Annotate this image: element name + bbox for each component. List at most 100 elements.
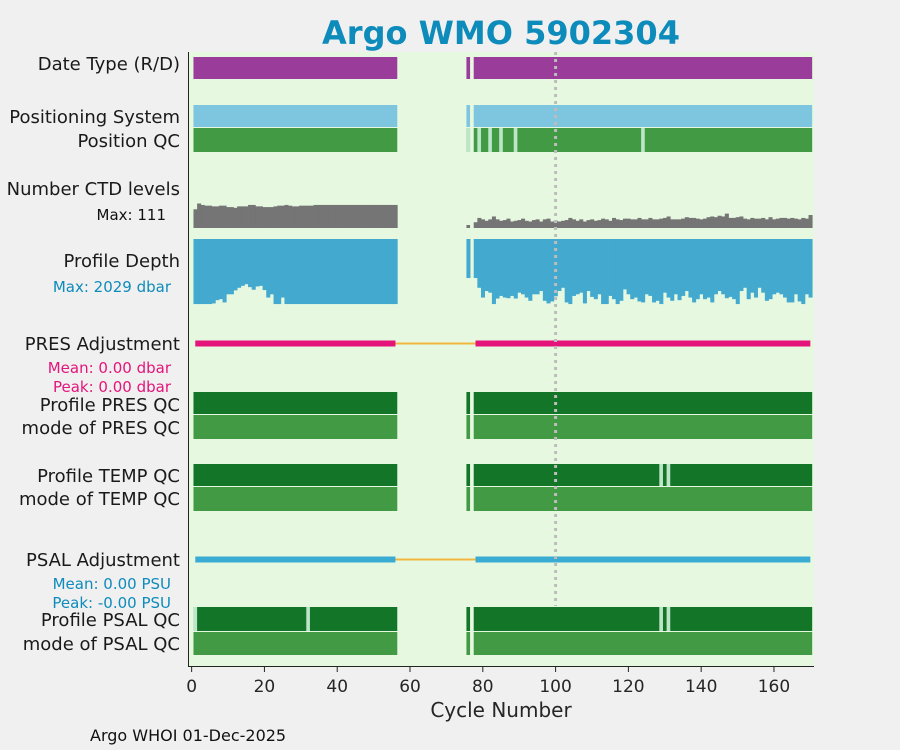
profile-depth-bar-b86	[786, 239, 791, 303]
ctd-level-bar-b91	[804, 218, 809, 228]
ctd-level-bar-a41	[342, 204, 347, 228]
profile-depth-bar-a49	[371, 239, 376, 305]
profile-depth-bar-a18	[258, 239, 264, 286]
profile-depth-bar-b43	[630, 239, 635, 300]
ctd-level-bar-b18	[539, 221, 544, 228]
row-label-10: PSAL Adjustment	[26, 550, 180, 571]
ctd-level-bar-b74	[743, 218, 748, 228]
profile-depth-bar-b1	[477, 239, 482, 288]
profile-depth-bar-b66	[713, 239, 718, 295]
ctd-level-bar-a35	[320, 204, 325, 228]
profile-depth-bar-b64	[706, 239, 711, 298]
profile-depth-bar-a34	[317, 239, 322, 305]
profile-depth-bar-b0	[473, 239, 478, 279]
profile-depth-bar-b41	[622, 239, 627, 290]
profile-depth-bar-a31	[306, 239, 311, 305]
ctd-level-bar-b71	[732, 217, 737, 228]
ctd-level-bar-b49	[652, 219, 657, 228]
ctd-level-bar-a1	[197, 203, 202, 228]
ctd-level-bar-a43	[349, 204, 354, 228]
profile-depth-bar-b11	[513, 239, 518, 299]
ctd-level-bar-a44	[353, 204, 358, 228]
date-type-bar-0	[193, 57, 398, 79]
ctd-level-bar-b32	[590, 219, 595, 228]
ctd-level-bar-b56	[677, 219, 682, 228]
ctd-level-bar-b5	[491, 216, 496, 228]
profile-depth-bar-b42	[626, 239, 631, 295]
profile-depth-bar-a19	[262, 239, 267, 291]
ctd-level-bar-b68	[721, 216, 726, 228]
positioning-system-bar-2	[473, 105, 813, 127]
profile-depth-bar-b12	[517, 239, 522, 293]
positioning-system-bar-1	[466, 105, 471, 127]
profile-depth-bar-b37	[608, 239, 613, 296]
x-tick-label-40: 40	[326, 677, 348, 697]
position-qc-flag-82	[488, 128, 492, 152]
position-qc-flag-85	[499, 128, 503, 152]
profile-depth-bar-a7	[218, 239, 223, 300]
ctd-level-bar-b46	[641, 219, 646, 228]
ctd-level-bar-b86	[786, 218, 791, 228]
ctd-level-bar-b37	[608, 220, 613, 228]
ctd-level-bar-b72	[735, 217, 740, 228]
ctd-level-bar-b59	[688, 217, 693, 228]
profile-depth-bar-b80	[764, 239, 769, 301]
ctd-level-bar-b90	[801, 217, 806, 228]
profile-depth-bar-b68	[721, 239, 726, 295]
ctd-level-bar-b53	[666, 216, 671, 228]
profile-temp-qc-bar-1	[466, 464, 471, 486]
ctd-level-bar-a45	[357, 204, 362, 228]
ctd-level-bar-b10	[510, 221, 515, 228]
ctd-level-bar-b9	[506, 218, 511, 228]
psal-peak-annotation: Peak: -0.00 PSU	[52, 594, 171, 612]
ctd-level-bar-b43	[630, 219, 635, 228]
profile-depth-bar-b2	[480, 239, 486, 298]
profile-depth-bar-b14	[524, 239, 529, 298]
ctd-level-bar-a10	[229, 207, 234, 228]
x-tick-label-100: 100	[539, 677, 571, 697]
profile-depth-bar-b10	[510, 239, 515, 296]
pres-peak-annotation: Peak: 0.00 dbar	[53, 378, 172, 396]
profile-depth-bar-a17	[255, 239, 260, 287]
profile-psal-qc-flag-1	[193, 607, 198, 631]
profile-depth-bar-a29	[299, 239, 304, 305]
ctd-level-bar-b34	[597, 220, 602, 228]
ctd-level-bar-a49	[371, 204, 376, 228]
profile-depth-bar-b91	[804, 239, 809, 295]
profile-depth-bar-a35	[320, 239, 325, 305]
profile-depth-bar-b33	[593, 239, 598, 300]
profile-depth-bar-a36	[324, 239, 329, 305]
ctd-level-bar-a32	[309, 205, 314, 228]
profile-depth-bar-a54	[389, 239, 395, 305]
ctd-level-bar-b81	[768, 217, 773, 228]
profile-depth-bar-b46	[641, 239, 646, 303]
ctd-level-bar-b19	[542, 219, 547, 228]
ctd-level-bar-b40	[619, 220, 624, 228]
profile-depth-bar-b69	[724, 239, 729, 299]
positioning-system-bar-0	[193, 105, 398, 127]
profile-depth-bar-b4	[488, 239, 493, 293]
profile-depth-bar-a43	[349, 239, 354, 305]
ctd-level-bar-b57	[681, 218, 686, 228]
x-tick-label-120: 120	[612, 677, 644, 697]
profile-depth-bar-b73	[739, 239, 744, 292]
ctd-level-bar-a12	[237, 206, 242, 228]
ctd-level-bar-b45	[637, 217, 642, 228]
ctd-level-bar-a47	[364, 204, 369, 228]
ctd-level-bar-a2	[200, 204, 205, 228]
x-tick-label-0: 0	[186, 677, 197, 697]
ctd-level-bar-b2	[480, 219, 486, 228]
ctd-level-bar-b63	[702, 218, 708, 228]
ctd-level-bar-a42	[346, 204, 351, 228]
ctd-level-bar-a40	[339, 204, 344, 228]
profile-depth-bar-a32	[309, 239, 314, 305]
profile-depth-bar-b38	[612, 239, 617, 300]
profile-depth-bar-b52	[662, 239, 667, 293]
ctd-level-bar-a37	[328, 204, 333, 228]
profile-depth-bar-b27	[571, 239, 577, 296]
ctd-level-bar-b23	[557, 221, 562, 228]
profile-depth-bar-b76	[750, 239, 755, 293]
profile-depth-bar-b72	[735, 239, 740, 305]
ctd-level-bar-b31	[586, 220, 591, 228]
